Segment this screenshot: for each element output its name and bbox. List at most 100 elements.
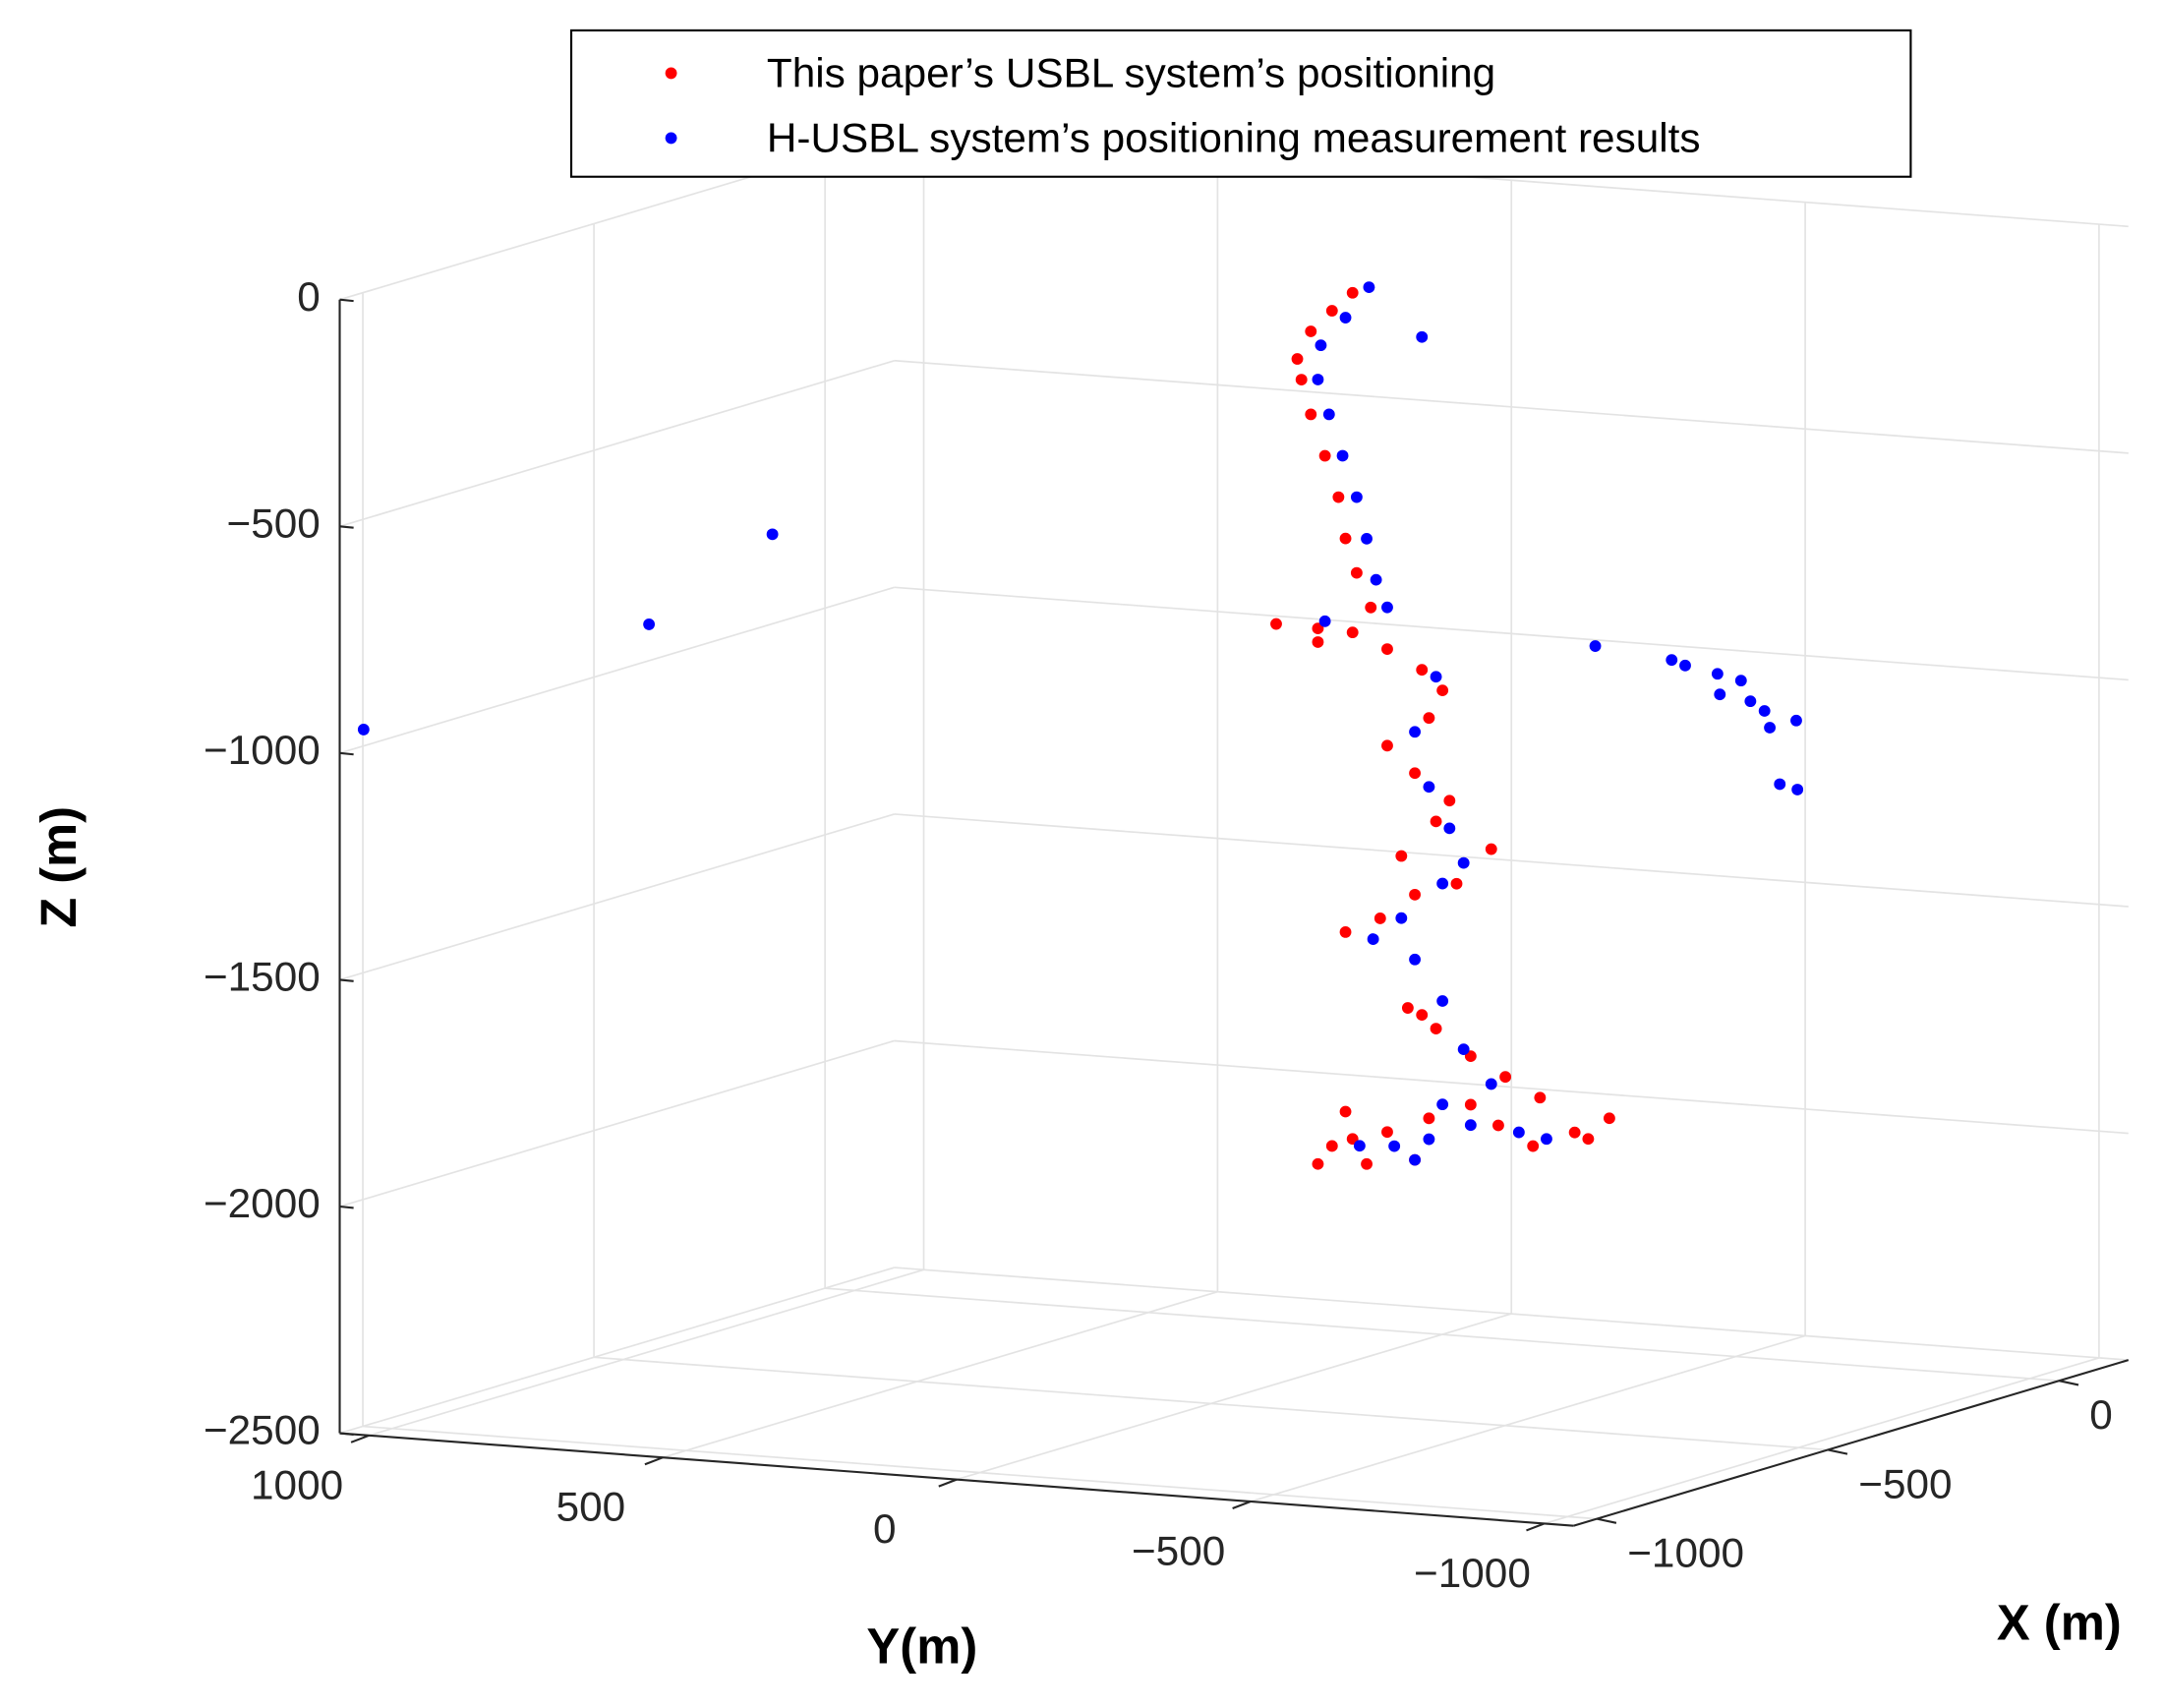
data-point — [1582, 1133, 1595, 1146]
data-point — [1603, 1112, 1615, 1125]
data-point — [1409, 1153, 1421, 1166]
plot-area: −2500 −2000 −1500 −1000 −500 0 −1000 −500 0 500 10… — [30, 29, 2130, 1674]
y-tick — [1526, 1522, 1546, 1532]
z-tick-label: −500 — [227, 500, 321, 546]
z-tick — [339, 1432, 354, 1437]
x-tick — [2059, 1380, 2079, 1386]
data — [357, 281, 1804, 1170]
data-point — [1291, 353, 1304, 365]
x-axis-label: X (m) — [1997, 1595, 2122, 1651]
data-point — [1270, 618, 1282, 630]
data-point — [1423, 1133, 1435, 1146]
data-point — [1512, 1126, 1525, 1139]
data-point — [1423, 781, 1435, 794]
legend-box — [569, 29, 1912, 178]
data-point — [1363, 281, 1375, 294]
x-axis-line — [1573, 1359, 2130, 1527]
data-point — [1416, 1009, 1429, 1022]
data-point — [1353, 1140, 1366, 1152]
grid-line — [1544, 1357, 2100, 1525]
grid-line — [369, 1268, 924, 1437]
data-point — [766, 528, 779, 541]
x-tick-label: 0 — [2089, 1391, 2113, 1438]
data-point — [1714, 688, 1726, 701]
data-point — [1457, 1043, 1470, 1056]
z-tick-label: −2500 — [204, 1407, 321, 1453]
data-point — [643, 618, 656, 630]
data-point — [1666, 654, 1678, 667]
y-tick — [938, 1478, 958, 1488]
data-point — [1443, 795, 1456, 807]
data-point — [1791, 784, 1804, 795]
data-point — [1322, 408, 1335, 421]
data-point — [1346, 626, 1359, 639]
data-point — [1734, 675, 1747, 687]
data-point — [1388, 1140, 1401, 1152]
data-point — [1450, 877, 1463, 890]
data-point — [1339, 1105, 1352, 1118]
data-point — [1436, 684, 1449, 697]
data-point — [1534, 1091, 1547, 1104]
data-point — [1381, 1126, 1393, 1139]
x-tick-label: −1000 — [1627, 1530, 1744, 1576]
data-point — [1568, 1126, 1581, 1139]
data-point — [1527, 1140, 1540, 1152]
data-point — [1395, 912, 1408, 924]
y-tick — [644, 1456, 664, 1466]
data-point — [1436, 1098, 1449, 1111]
z-tick — [339, 525, 354, 529]
data-point — [1485, 843, 1497, 855]
data-point — [1295, 374, 1308, 385]
data-point — [1457, 856, 1470, 869]
grid-line — [339, 1039, 895, 1207]
data-point — [1589, 640, 1602, 652]
legend-label: H-USBL system’s positioning measurement … — [767, 114, 1701, 160]
legend-label: This paper’s USBL system’s positioning — [767, 49, 1495, 95]
y-tick-label: −1000 — [1414, 1550, 1531, 1596]
data-point — [1381, 601, 1393, 614]
x-tick — [1596, 1517, 1617, 1524]
data-point — [1436, 995, 1449, 1007]
data-point — [1305, 325, 1317, 337]
z-tick-label: −1500 — [204, 954, 321, 1000]
data-point — [1350, 491, 1363, 503]
grid-line — [1250, 1334, 1806, 1502]
data-point — [357, 724, 370, 736]
legend: This paper’s USBL system’s positioning H-… — [569, 29, 1912, 178]
legend-marker — [665, 132, 677, 145]
data-point — [1339, 312, 1352, 324]
data-point — [1374, 913, 1386, 924]
legend-marker — [665, 67, 677, 80]
z-tick — [339, 751, 354, 756]
data-point — [1346, 286, 1359, 299]
data-point — [1312, 636, 1324, 648]
data-point — [1305, 408, 1317, 421]
grid-line — [339, 586, 895, 754]
data-point — [1350, 566, 1363, 579]
z-tick-label: −2000 — [204, 1180, 321, 1226]
data-point — [1318, 449, 1331, 462]
y-tick-label: −500 — [1132, 1528, 1225, 1574]
data-point — [1312, 622, 1324, 635]
data-point — [1318, 615, 1331, 627]
z-tick — [339, 978, 354, 982]
y-tick — [1232, 1501, 1252, 1510]
data-point — [1485, 1078, 1497, 1090]
data-point — [1423, 712, 1435, 725]
data-point — [1443, 822, 1456, 835]
z-tick-label: −1000 — [204, 727, 321, 773]
data-point — [1365, 601, 1377, 614]
data-point — [1361, 532, 1373, 545]
z-tick-label: 0 — [297, 273, 321, 320]
data-point — [1764, 722, 1776, 734]
axes: −2500 −2000 −1500 −1000 −500 0 −1000 −500 0 500 10… — [204, 273, 2130, 1596]
z-axis-label: Z (m) — [30, 806, 87, 928]
grid-line — [956, 1313, 1512, 1481]
data-point — [1325, 305, 1338, 317]
data-point — [1744, 695, 1757, 708]
data-point — [1711, 668, 1724, 680]
data-point — [1758, 705, 1771, 717]
data-point — [1430, 1023, 1442, 1035]
data-point — [1339, 926, 1352, 938]
